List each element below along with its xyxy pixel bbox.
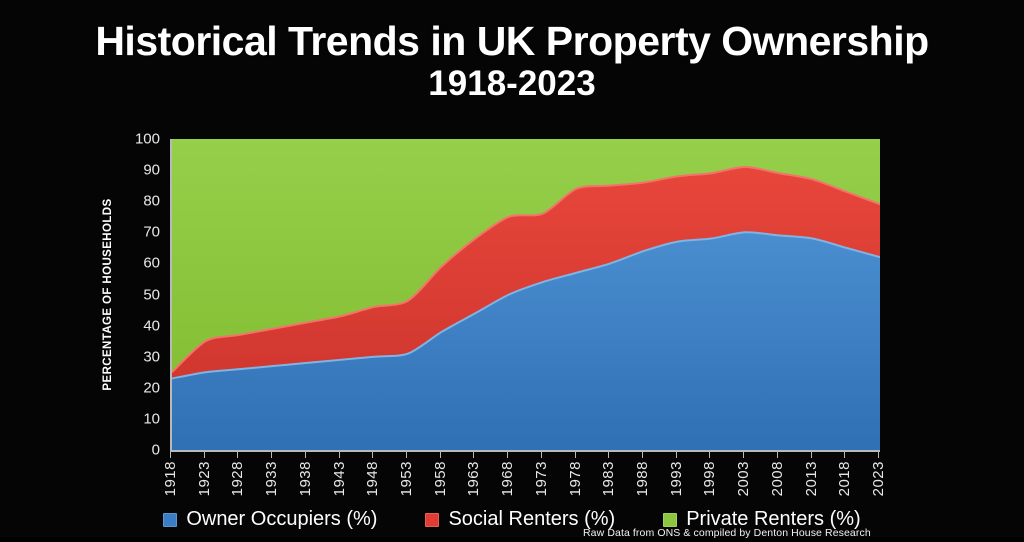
plot-area: [170, 139, 880, 452]
y-axis-tick-label: 60: [143, 254, 160, 272]
x-axis-tick-mark: [237, 452, 239, 458]
legend-item-private-renters[interactable]: Private Renters (%): [663, 508, 861, 531]
x-axis-tick-label: 1988: [634, 461, 651, 497]
chart-title-main: Historical Trends in UK Property Ownersh…: [95, 18, 929, 64]
x-axis-tick-mark: [878, 452, 879, 458]
x-axis: 1918 1923 1928 1933 1938 1943 1948 1953 1958 1963…: [162, 452, 887, 542]
x-axis-tick-label: 1963: [465, 461, 483, 497]
legend-item-owner-occupiers[interactable]: Owner Occupiers (%): [163, 508, 377, 531]
x-axis-tick-label: 2023: [870, 461, 887, 497]
y-axis-tick-label: 0: [151, 441, 160, 459]
x-axis-tick-label: 1958: [431, 461, 449, 497]
owner-occupiers-area: [172, 232, 880, 450]
y-axis-tick-label: 40: [143, 317, 160, 335]
x-axis-tick-label: 1978: [566, 461, 584, 497]
y-axis-tick-label: 100: [134, 130, 160, 148]
x-axis-tick-label: 1948: [364, 461, 382, 497]
legend-swatch-private-renters: [663, 512, 678, 527]
x-axis-tick-mark: [271, 452, 273, 458]
x-axis-tick-label: 1968: [499, 461, 517, 497]
x-axis-tick-mark: [709, 452, 711, 458]
chart-title-subtitle: 1918-2023: [428, 64, 596, 103]
x-axis-tick-label: 1933: [263, 461, 281, 497]
y-axis-tick-label: 80: [143, 192, 160, 210]
chart-legend: Owner Occupiers (%) Social Renters (%) Pri…: [0, 508, 1024, 531]
x-axis-tick-mark: [304, 452, 306, 458]
x-axis-tick-mark: [743, 452, 745, 458]
y-axis-tick-label: 50: [143, 286, 160, 303]
x-axis-tick-mark: [608, 452, 610, 458]
chart-area: PERCENTAGE OF HOUSEHOLDS 100 90 80 70 60 50 40…: [0, 118, 1024, 540]
x-axis-tick-label: 1928: [229, 461, 247, 497]
chart-title: Historical Trends in UK Property Ownersh…: [0, 18, 1024, 104]
x-axis-tick-mark: [338, 452, 340, 458]
x-axis-tick-label: 1923: [195, 461, 213, 497]
source-note: Raw Data from ONS & compiled by Denton H…: [583, 527, 871, 539]
x-axis-tick-mark: [675, 452, 677, 458]
y-axis-tick-label: 90: [143, 161, 160, 179]
x-axis-tick-mark: [642, 452, 643, 458]
x-axis-tick-mark: [540, 452, 542, 458]
x-axis-tick-mark: [372, 452, 374, 458]
x-axis-tick-label: 1943: [330, 461, 348, 497]
y-axis-tick-label: 30: [143, 348, 160, 366]
legend-swatch-social-renters: [425, 512, 440, 527]
y-axis-tick-label: 10: [143, 410, 160, 428]
y-axis-tick-label: 70: [143, 223, 160, 241]
x-axis-tick-mark: [473, 452, 475, 458]
x-axis-tick-label: 1953: [398, 461, 415, 497]
x-axis-tick-mark: [406, 452, 407, 458]
x-axis-tick-mark: [776, 452, 778, 458]
x-axis-tick-mark: [170, 452, 171, 458]
x-axis-tick-mark: [844, 452, 846, 458]
x-axis-tick-mark: [203, 452, 205, 458]
x-axis-tick-label: 1983: [600, 461, 618, 497]
x-axis-tick-mark: [574, 452, 576, 458]
legend-label-private-renters: Private Renters (%): [686, 508, 861, 530]
x-axis-tick-label: 2018: [836, 461, 854, 497]
stacked-area-series: [172, 139, 880, 450]
x-axis-tick-mark: [507, 452, 509, 458]
x-axis-tick-label: 1938: [296, 461, 314, 497]
x-axis-tick-label: 2013: [802, 461, 820, 497]
x-axis-tick-label: 1993: [667, 461, 685, 497]
social-renters-line: [172, 165, 880, 373]
legend-label-owner-occupiers: Owner Occupiers (%): [186, 508, 378, 530]
y-axis-tick-label: 20: [143, 379, 160, 397]
owner-occupiers-line: [172, 231, 880, 380]
x-axis-tick-label: 1973: [532, 461, 550, 497]
x-axis-tick-mark: [810, 452, 812, 458]
legend-label-social-renters: Social Renters (%): [448, 508, 616, 530]
x-axis-tick-label: 2008: [768, 461, 786, 497]
x-axis-tick-mark: [439, 452, 441, 458]
legend-item-social-renters[interactable]: Social Renters (%): [425, 508, 615, 531]
y-axis: 100 90 80 70 60 50 40 30 20 10 0: [110, 118, 166, 471]
legend-swatch-owner-occupiers: [163, 512, 178, 527]
x-axis-tick-label: 2003: [735, 461, 753, 497]
x-axis-tick-label: 1918: [162, 461, 179, 497]
x-axis-tick-label: 1998: [701, 461, 719, 497]
